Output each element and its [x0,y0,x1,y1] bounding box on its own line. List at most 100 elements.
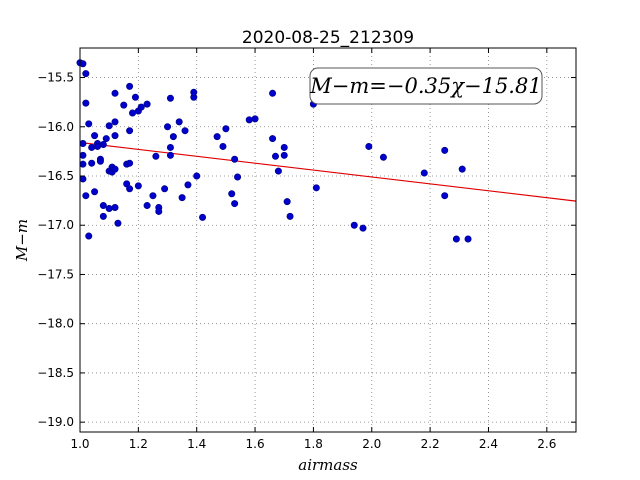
data-point [91,132,99,140]
data-point [231,155,239,163]
data-point [184,181,192,189]
fit-line [79,141,577,202]
y-tick-label: −18.0 [37,317,74,331]
equation-annotation: M−m=−0.35χ−15.81 [309,67,543,105]
data-point [280,151,288,159]
data-point [169,133,177,141]
x-tick-label: 2.6 [537,437,556,451]
data-point [152,152,160,160]
data-point [82,70,90,78]
data-point [231,200,239,208]
data-point [105,204,113,212]
data-point [283,198,291,206]
data-point [441,192,449,200]
x-tick-label: 2.2 [421,437,440,451]
data-point [166,151,174,159]
data-point [85,120,93,128]
data-point [441,146,449,154]
data-point [79,160,87,168]
annotation-text: M−m=−0.35χ−15.81 [309,74,541,98]
data-point [105,122,113,130]
y-tick-label: −15.5 [37,71,74,85]
plot-frame [79,47,577,433]
annotation-box [309,67,543,105]
data-point [111,204,119,212]
data-point [222,125,230,133]
data-point [175,118,183,126]
data-point [126,127,134,135]
data-point [111,165,119,173]
y-tick-label: −19.0 [37,415,74,429]
data-point [420,169,428,177]
data-point [286,212,294,220]
y-tick-label: −16.5 [37,169,74,183]
y-tick-label: −17.0 [37,218,74,232]
data-point [111,118,119,126]
x-tick-label: 1.6 [246,437,265,451]
data-point [228,190,236,198]
data-point [111,132,119,140]
data-point [181,127,189,135]
fit-line-layer [79,141,577,202]
data-point [164,123,172,131]
data-point [464,235,472,243]
data-point [126,185,134,193]
data-point [280,143,288,151]
data-point [82,192,90,200]
data-point [120,101,128,109]
data-point [312,184,320,192]
data-point [129,109,137,117]
data-point [155,207,163,215]
data-point [88,159,96,167]
data-point [269,135,277,143]
x-tick-label: 1.2 [129,437,148,451]
data-point [91,188,99,196]
data-point [193,172,201,180]
chart-title: 2020-08-25_212309 [242,28,414,48]
data-point [111,89,119,97]
data-point [79,151,87,159]
data-point [251,115,259,123]
data-point [126,82,134,90]
data-point [190,88,198,96]
data-point [79,175,87,183]
data-point [234,173,242,181]
data-point [274,167,282,175]
y-tick-label: −17.5 [37,267,74,281]
y-tick-label: −16.0 [37,120,74,134]
data-point [143,100,151,108]
data-point [114,219,122,227]
data-point [178,194,186,202]
data-point [219,142,227,150]
data-point [99,202,107,210]
data-point [99,140,107,148]
data-point [134,182,142,190]
x-tick-label: 2.0 [362,437,381,451]
data-point [359,224,367,232]
data-point [149,192,157,200]
x-axis-label: airmass [298,456,358,474]
x-tick-label: 2.4 [479,437,498,451]
data-point [126,159,134,167]
data-point [94,142,102,150]
x-tick-label: 1.4 [187,437,206,451]
data-point [365,142,373,150]
x-tick-label: 1.0 [70,437,89,451]
data-point [269,89,277,97]
data-point [199,213,207,221]
ticks-layer: 1.0 1.2 1.4 1.6 1.8 2.0 2.2 2.4 2.6 −15.5 −16.0 −16… [37,48,576,451]
data-point [79,60,87,68]
data-point [213,133,221,141]
data-point [166,143,174,151]
data-point [137,103,145,111]
data-point [99,212,107,220]
data-point [82,99,90,107]
data-point [102,135,110,143]
y-tick-label: −18.5 [37,366,74,380]
data-point [271,152,279,160]
data-point [458,165,466,173]
data-point [350,221,358,229]
y-axis-label: M−m [13,219,31,262]
